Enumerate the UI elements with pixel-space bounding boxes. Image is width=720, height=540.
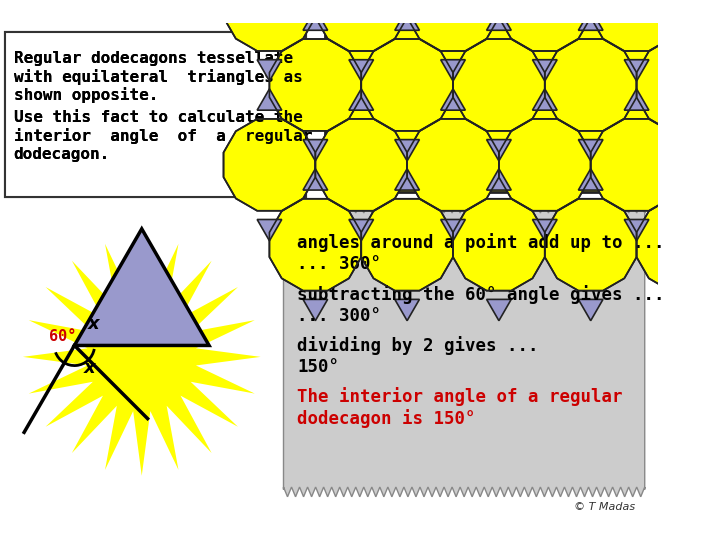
Polygon shape [670,140,695,161]
Polygon shape [624,219,649,241]
Polygon shape [284,203,644,497]
Polygon shape [315,0,408,51]
Polygon shape [349,219,374,241]
Text: with equilateral  triangles as: with equilateral triangles as [14,69,302,85]
Polygon shape [441,219,465,241]
Polygon shape [395,9,420,30]
FancyBboxPatch shape [4,32,307,197]
Polygon shape [453,199,545,291]
Polygon shape [533,89,557,110]
Bar [325,23,649,192]
Polygon shape [716,89,720,110]
Polygon shape [499,0,590,51]
Polygon shape [545,39,636,131]
Polygon shape [407,119,499,211]
Polygon shape [395,168,420,190]
Polygon shape [636,39,720,131]
Polygon shape [683,0,720,51]
Polygon shape [545,199,636,291]
Polygon shape [74,229,209,346]
Polygon shape [303,140,328,161]
Polygon shape [361,199,453,291]
Polygon shape [533,219,557,241]
Polygon shape [487,9,511,30]
Polygon shape [578,0,603,1]
Text: x: x [84,359,95,377]
Polygon shape [533,60,557,81]
Polygon shape [578,168,603,190]
Text: © T Madas: © T Madas [575,502,636,512]
Polygon shape [303,299,328,321]
Polygon shape [395,299,420,321]
Polygon shape [257,219,282,241]
Polygon shape [269,39,361,131]
Text: shown opposite.: shown opposite. [14,87,158,103]
Polygon shape [716,60,720,81]
Text: angles around a point add up to ...: angles around a point add up to ... [297,233,665,252]
Polygon shape [487,299,511,321]
Text: interior  angle  of  a  regular: interior angle of a regular [14,129,312,144]
Polygon shape [349,60,374,81]
Polygon shape [395,140,420,161]
Text: ... 300°: ... 300° [297,307,381,325]
Polygon shape [624,60,649,81]
Polygon shape [23,238,261,476]
Polygon shape [407,0,499,51]
Text: shown opposite.: shown opposite. [14,87,158,103]
Text: 150°: 150° [297,358,339,376]
Polygon shape [315,119,408,211]
Text: with equilateral  triangles as: with equilateral triangles as [14,69,302,85]
Polygon shape [303,168,328,190]
Polygon shape [223,119,315,211]
Text: dividing by 2 gives ...: dividing by 2 gives ... [297,336,539,355]
FancyBboxPatch shape [284,211,644,489]
Text: dodecagon.: dodecagon. [14,146,110,161]
Text: x: x [88,315,100,333]
Text: subtracting the 60° angle gives ...: subtracting the 60° angle gives ... [297,285,665,303]
Polygon shape [590,0,683,51]
Polygon shape [303,9,328,30]
Polygon shape [670,299,695,321]
Polygon shape [487,140,511,161]
Polygon shape [624,89,649,110]
Text: The interior angle of a regular: The interior angle of a regular [297,387,623,406]
Polygon shape [578,140,603,161]
Polygon shape [683,119,720,211]
Polygon shape [716,219,720,241]
Text: Use this fact to calculate the: Use this fact to calculate the [14,110,302,125]
Text: dodecagon is 150°: dodecagon is 150° [297,409,476,428]
Polygon shape [361,39,453,131]
Polygon shape [670,9,695,30]
Text: Regular dodecagons tessellate: Regular dodecagons tessellate [14,51,293,65]
Text: 60°: 60° [49,329,76,344]
Polygon shape [257,60,282,81]
Polygon shape [499,119,590,211]
Text: Regular dodecagons tessellate: Regular dodecagons tessellate [14,51,293,65]
Polygon shape [269,199,361,291]
Polygon shape [303,0,328,1]
Text: interior  angle  of  a  regular: interior angle of a regular [14,129,312,144]
Polygon shape [223,0,315,51]
Polygon shape [395,0,420,1]
Polygon shape [349,89,374,110]
FancyBboxPatch shape [4,32,307,197]
Text: dodecagon.: dodecagon. [14,146,110,161]
Polygon shape [578,9,603,30]
Polygon shape [441,89,465,110]
Polygon shape [590,119,683,211]
Polygon shape [487,168,511,190]
Polygon shape [257,89,282,110]
Polygon shape [636,199,720,291]
Polygon shape [670,0,695,1]
Text: ... 360°: ... 360° [297,255,381,273]
Text: Use this fact to calculate the: Use this fact to calculate the [14,110,302,125]
Polygon shape [487,0,511,1]
Polygon shape [578,299,603,321]
Polygon shape [441,60,465,81]
Polygon shape [670,168,695,190]
Polygon shape [453,39,545,131]
